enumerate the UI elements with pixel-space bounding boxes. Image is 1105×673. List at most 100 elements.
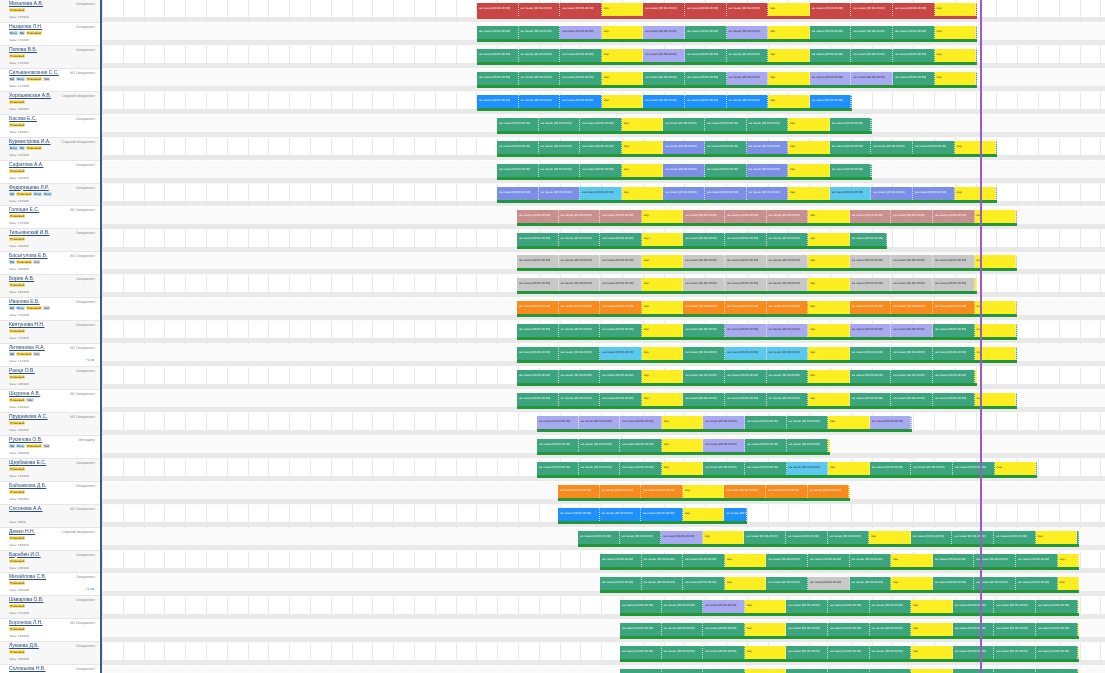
employee-row[interactable]: Федорищева Л.Р. Специалист ВД Плановый Вход В…: [0, 183, 100, 207]
employee-name-link[interactable]: Борин А.В.: [9, 276, 35, 283]
break-block[interactable]: пер.: [744, 645, 787, 659]
shift-block[interactable]: на линии [00:00-00:00]: [518, 25, 561, 39]
break-block[interactable]: пер.: [911, 645, 953, 659]
break-block[interactable]: пер.: [954, 140, 997, 154]
employee-row[interactable]: Хорошевская А.В. Старший специалист Планов…: [0, 91, 100, 115]
shift-block[interactable]: на линии [00:00-00:00]: [620, 622, 662, 636]
break-block[interactable]: пер.: [641, 209, 684, 223]
employee-row[interactable]: Демко Н.Н. Старший специалист Плановый Часы…: [0, 528, 100, 551]
shift-block[interactable]: на линии [00:00-00:00]: [600, 324, 642, 338]
shift-block[interactable]: на линии [00:00-00:00]: [766, 301, 809, 315]
shift-block[interactable]: на линии [00:00-00:00]: [891, 370, 933, 384]
shift-block[interactable]: на линии [00:00-00:00]: [976, 25, 978, 39]
shift-block[interactable]: на линии [00:00-00:00]: [497, 140, 539, 154]
break-block[interactable]: пер.: [641, 324, 684, 338]
shift-block[interactable]: на линии [00:00-00:00]: [976, 48, 978, 62]
shift-block[interactable]: на линии [00:00-00:00]: [643, 48, 685, 62]
break-block[interactable]: пер.: [954, 186, 997, 200]
shift-block[interactable]: на линии [00:00-00:00]: [683, 255, 725, 269]
shift-block[interactable]: на линии [00:00-00:00]: [497, 186, 539, 200]
employee-name-link[interactable]: Сафатова А.А.: [9, 161, 44, 168]
shift-block[interactable]: на линии [00:00-00:00]: [517, 370, 559, 384]
shift-block[interactable]: на линии [00:00-00:00]: [600, 255, 642, 269]
shift-block[interactable]: на линии [00:00-00:00]: [725, 393, 767, 407]
employee-name-link[interactable]: Михалева А.В.: [9, 1, 44, 7]
shift-block[interactable]: на линии [00:00-00:00]: [685, 48, 727, 62]
shift-block[interactable]: на линии [00:00-00:00]: [766, 347, 809, 361]
employee-row[interactable]: Борин А.В. Специалист Плановый Часы: 168/16…: [0, 275, 100, 299]
shift-block[interactable]: на линии [00:00-00:00]: [683, 301, 725, 315]
break-block[interactable]: пер.: [724, 576, 767, 590]
shift-block[interactable]: на линии [00:00-00:00]: [1016, 347, 1018, 361]
shift-block[interactable]: на линии [00:00-00:00]: [578, 462, 621, 475]
shift-block[interactable]: на линии [00:00-00:00]: [518, 71, 561, 85]
employee-name-link[interactable]: Литвинова Я.А.: [9, 345, 45, 352]
shift-block[interactable]: на линии [00:00-00:00]: [600, 347, 642, 361]
shift-block[interactable]: на линии [00:00-00:00]: [933, 393, 975, 407]
break-block[interactable]: пер.: [788, 186, 830, 200]
shift-block[interactable]: на линии [00:00-00:00]: [976, 3, 978, 16]
shift-block[interactable]: на линии [00:00-00:00]: [558, 255, 601, 269]
shift-block[interactable]: на линии [00:00-00:00]: [849, 255, 892, 269]
shift-block[interactable]: на линии [00:00-00:00]: [643, 25, 685, 39]
employee-name-link[interactable]: Михайлова С.В.: [9, 574, 47, 581]
break-block[interactable]: пер.: [601, 48, 644, 62]
shift-block[interactable]: на линии [00:00-00:00]: [578, 416, 621, 430]
shift-block[interactable]: на линии [00:00-00:00]: [1016, 553, 1058, 567]
break-block[interactable]: пер.: [661, 416, 704, 430]
shift-block[interactable]: на линии [00:00-00:00]: [1016, 324, 1018, 338]
shift-block[interactable]: на линии [00:00-00:00]: [849, 347, 892, 361]
shift-block[interactable]: на линии [00:00-00:00]: [766, 232, 809, 246]
shift-block[interactable]: на линии [00:00-00:00]: [537, 416, 579, 430]
shift-block[interactable]: на линии [00:00-00:00]: [829, 117, 872, 131]
employee-row[interactable]: Попова В.Б. Специалист Плановый Часы: 176/1…: [0, 45, 100, 69]
shift-block[interactable]: на линии [00:00-00:00]: [497, 117, 539, 131]
shift-block[interactable]: на линии [00:00-00:00]: [851, 25, 893, 39]
shift-block[interactable]: на линии [00:00-00:00]: [891, 301, 933, 315]
employee-name-link[interactable]: Русинова О.В.: [9, 436, 43, 443]
shift-block[interactable]: на линии [00:00-00:00]: [766, 370, 809, 384]
shift-block[interactable]: на линии [00:00-00:00]: [580, 117, 622, 131]
shift-block[interactable]: на линии [00:00-00:00]: [643, 3, 685, 16]
shift-block[interactable]: на линии [00:00-00:00]: [829, 186, 872, 200]
shift-block[interactable]: на линии [00:00-00:00]: [518, 3, 561, 16]
break-block[interactable]: пер.: [934, 25, 977, 39]
shift-block[interactable]: на линии [00:00-00:00]: [643, 71, 685, 85]
shift-block[interactable]: на линии [00:00-00:00]: [1036, 668, 1078, 673]
shift-block[interactable]: на линии [00:00-00:00]: [849, 209, 892, 223]
shift-block[interactable]: на линии [00:00-00:00]: [809, 71, 852, 85]
shift-block[interactable]: на линии [00:00-00:00]: [685, 3, 727, 16]
employee-more-link[interactable]: +1 св.: [85, 587, 95, 592]
shift-block[interactable]: на линии [00:00-00:00]: [726, 71, 769, 85]
employee-name-link[interactable]: Федорищева Л.Р.: [9, 184, 49, 191]
shift-block[interactable]: на линии [00:00-00:00]: [517, 393, 559, 407]
shift-block[interactable]: на линии [00:00-00:00]: [786, 668, 828, 673]
shift-block[interactable]: на линии [00:00-00:00]: [766, 393, 809, 407]
shift-block[interactable]: на линии [00:00-00:00]: [808, 576, 850, 590]
shift-block[interactable]: на линии [00:00-00:00]: [517, 347, 559, 361]
shift-block[interactable]: на линии [00:00-00:00]: [828, 645, 870, 659]
shift-block[interactable]: на линии [00:00-00:00]: [1016, 301, 1018, 315]
break-block[interactable]: пер.: [601, 94, 644, 108]
break-block[interactable]: пер.: [641, 301, 684, 315]
shift-block[interactable]: на линии [00:00-00:00]: [620, 668, 662, 673]
shift-block[interactable]: на линии [00:00-00:00]: [891, 209, 933, 223]
shift-block[interactable]: на линии [00:00-00:00]: [1036, 462, 1038, 475]
break-block[interactable]: пер.: [621, 140, 664, 154]
employee-name-link[interactable]: Бурмистрова И.А.: [9, 138, 51, 145]
shift-block[interactable]: на линии [00:00-00:00]: [828, 599, 870, 613]
employee-name-link[interactable]: Демко Н.Н.: [9, 528, 36, 535]
shift-block[interactable]: на линии [00:00-00:00]: [994, 645, 1036, 659]
shift-block[interactable]: на линии [00:00-00:00]: [744, 530, 786, 544]
shift-block[interactable]: на линии [00:00-00:00]: [849, 576, 892, 590]
shift-block[interactable]: на линии [00:00-00:00]: [558, 209, 601, 223]
employee-name-link[interactable]: Квятунова Н.Н.: [9, 322, 45, 329]
shift-block[interactable]: на линии [00:00-00:00]: [683, 232, 725, 246]
shift-block[interactable]: на линии [00:00-00:00]: [558, 232, 601, 246]
break-block[interactable]: пер.: [601, 25, 644, 39]
break-block[interactable]: пер.: [682, 507, 725, 521]
employee-row[interactable]: Барабин И.О. Специалист Плановый Часы: 168/…: [0, 550, 100, 574]
shift-block[interactable]: на линии [00:00-00:00]: [683, 393, 725, 407]
break-block[interactable]: пер.: [724, 553, 767, 567]
shift-block[interactable]: на линии [00:00-00:00]: [869, 599, 912, 613]
